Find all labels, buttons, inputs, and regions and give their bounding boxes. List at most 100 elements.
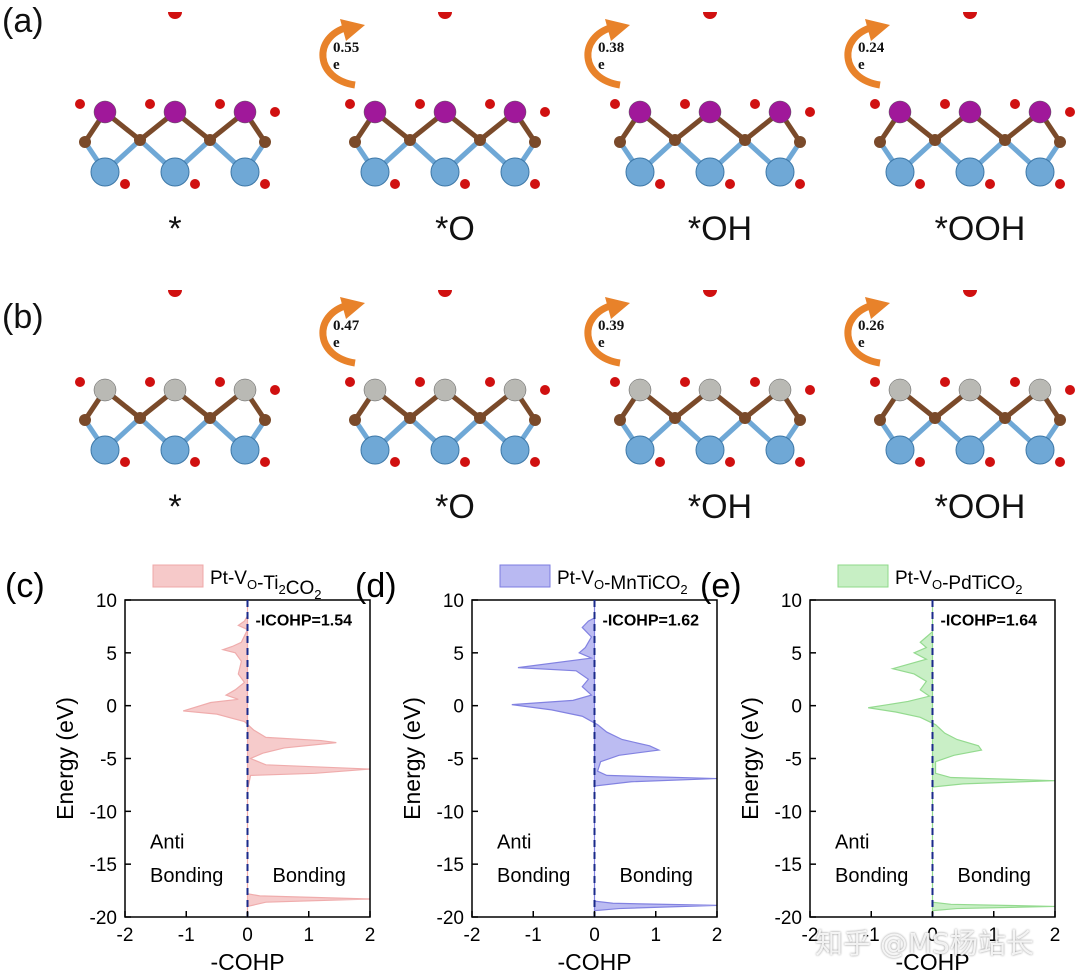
structure-a-0 (75, 12, 280, 189)
o-atom (540, 385, 550, 395)
charge-transfer-arrow (319, 19, 365, 89)
c-atom (614, 136, 626, 148)
legend-label-part: O (247, 577, 257, 592)
legend-label-part: O (932, 577, 942, 592)
c-atom (929, 134, 941, 146)
o-atom (190, 179, 200, 189)
ti-atom (500, 435, 530, 465)
o-atom (680, 99, 690, 109)
c-atom (999, 412, 1011, 424)
icohp-annotation: -ICOHP=1.54 (256, 612, 353, 629)
structure-label: * (168, 488, 182, 526)
arrow-head (605, 19, 630, 41)
o-atom (1010, 99, 1020, 109)
x-tick-label: 1 (650, 925, 661, 946)
x-tick-label: 1 (988, 925, 999, 946)
o-atom (655, 179, 665, 189)
arrow-shaft (844, 23, 881, 89)
y-tick-label: 0 (791, 697, 802, 718)
ti-atom (430, 435, 460, 465)
c-atom (874, 414, 886, 426)
o-atom (270, 107, 280, 117)
y-tick-label: 10 (781, 591, 802, 612)
x-tick-label: -2 (464, 925, 481, 946)
arrow-head (605, 297, 630, 319)
c-atom (79, 136, 91, 148)
y-axis-label: Energy (eV) (399, 697, 425, 820)
anti-bonding-label-line1: Anti (150, 831, 184, 853)
o-atom (985, 457, 995, 467)
y-tick-label: -15 (90, 855, 117, 876)
ti-atom (765, 157, 795, 187)
y-axis-label: Energy (eV) (52, 697, 78, 820)
o-atom (610, 99, 620, 109)
o-atom (750, 99, 760, 109)
x-tick-label: 2 (712, 925, 723, 946)
panel-label: (d) (355, 567, 397, 605)
x-tick-label: 0 (927, 925, 938, 946)
c-atom (259, 414, 271, 426)
charge-transfer-value: 0.38 e (598, 40, 625, 73)
ti-atom (955, 435, 985, 465)
ti-atom (1025, 435, 1055, 465)
charge-transfer-value: 0.39 e (598, 318, 625, 351)
metal-atom (93, 100, 117, 124)
o-atom (145, 377, 155, 387)
legend-label-part: 2 (680, 582, 687, 597)
o-atom (795, 179, 805, 189)
legend-label: Pt-VO-PdTiCO2 (895, 568, 1023, 597)
o-atom (915, 457, 925, 467)
c-atom (669, 134, 681, 146)
o-atom (1055, 457, 1065, 467)
o-atom (915, 179, 925, 189)
y-tick-label: -20 (775, 908, 802, 929)
ti-atom (230, 157, 260, 187)
x-tick-label: 2 (365, 925, 376, 946)
c-atom (794, 414, 806, 426)
o-atom (145, 99, 155, 109)
o-atom (795, 457, 805, 467)
x-tick-label: -2 (117, 925, 134, 946)
arrow-shaft (319, 301, 356, 367)
c-atom (1054, 136, 1066, 148)
ti-atom (90, 435, 120, 465)
ti-atom (625, 435, 655, 465)
o-atom (270, 385, 280, 395)
metal-atom (93, 378, 117, 402)
metal-atom (628, 100, 652, 124)
y-tick-label: -20 (437, 908, 464, 929)
c-atom (204, 412, 216, 424)
legend-label-part: 2 (314, 587, 321, 602)
arrow-shaft (844, 301, 881, 367)
x-tick-label: -1 (863, 925, 880, 946)
metal-atom (233, 100, 257, 124)
c-atom (999, 134, 1011, 146)
metal-atom (363, 100, 387, 124)
o-atom (805, 385, 815, 395)
o-atom (940, 377, 950, 387)
metal-atom (698, 100, 722, 124)
ti-atom (885, 157, 915, 187)
c-atom (1054, 414, 1066, 426)
o-atom (1065, 385, 1075, 395)
arrow-shaft (584, 301, 621, 367)
c-atom (474, 412, 486, 424)
x-axis-label: -COHP (210, 949, 284, 975)
ti-atom (430, 157, 460, 187)
anti-bonding-label-line2: Bonding (497, 865, 570, 887)
icohp-annotation: -ICOHP=1.62 (603, 612, 700, 629)
o-atom (485, 99, 495, 109)
ti-atom (160, 157, 190, 187)
c-atom (134, 412, 146, 424)
ti-atom (695, 157, 725, 187)
anti-bonding-label-line1: Anti (835, 831, 869, 853)
cohp-area (511, 600, 718, 917)
structure-b-2 (610, 290, 815, 467)
o-atom (460, 457, 470, 467)
o-atom (390, 179, 400, 189)
legend-label: Pt-VO-Ti2CO2 (210, 568, 322, 602)
bonding-label: Bonding (273, 865, 346, 887)
o-atom (485, 377, 495, 387)
c-atom (614, 414, 626, 426)
adsorbate-o (963, 290, 977, 297)
